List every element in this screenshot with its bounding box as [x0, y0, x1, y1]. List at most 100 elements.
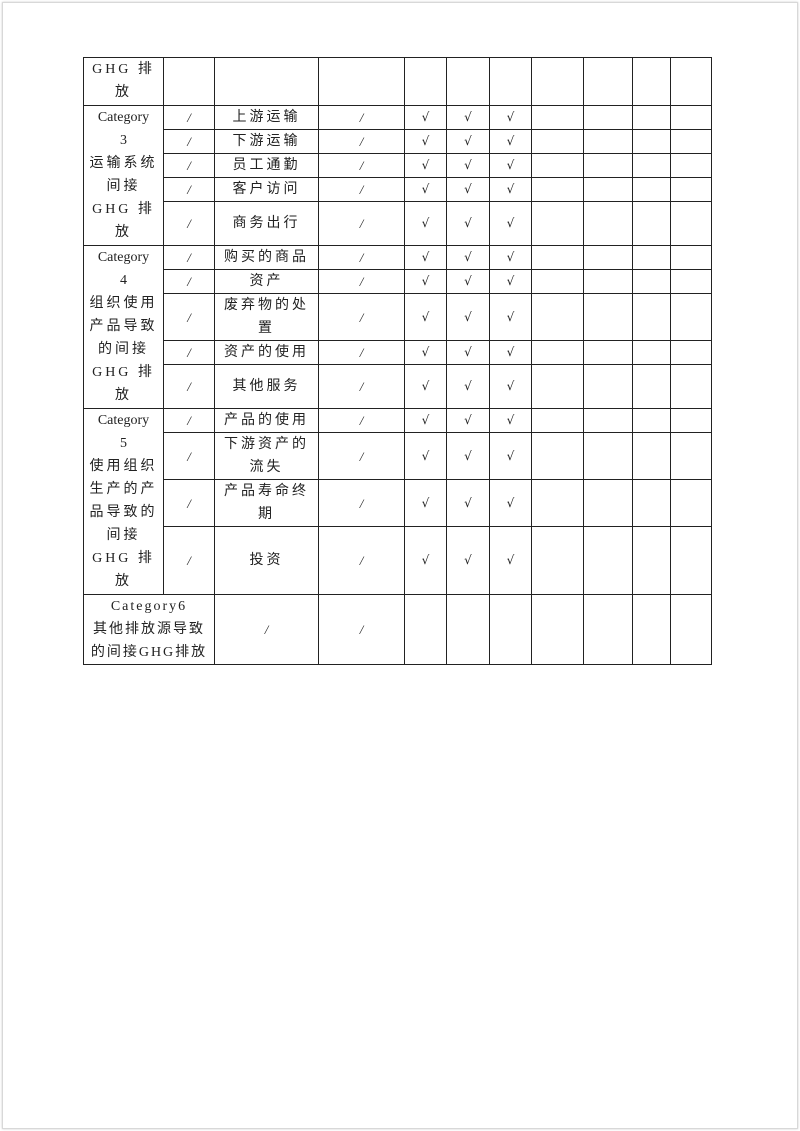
empty-cell	[583, 479, 633, 527]
scope-cell-text: /	[187, 413, 191, 428]
check-cell-text: √	[421, 182, 430, 196]
empty-cell	[531, 526, 584, 595]
check-cell-text: √	[464, 379, 472, 393]
emission-source-cell: 购买的商品	[214, 245, 319, 270]
check-cell-text: √	[421, 345, 430, 359]
check-cell-text: √	[464, 216, 472, 230]
check-cell-text: √	[464, 274, 472, 288]
check-cell: √	[404, 129, 447, 154]
method-cell: /	[318, 201, 405, 246]
check-cell: √	[489, 153, 532, 178]
method-cell-text: /	[359, 110, 364, 125]
table-row: Category 5 使用组织 生产的产 品导致的 间接 GHG 排放 / 产品的使用 / √ √ √	[83, 408, 712, 595]
category-label-line: 放	[115, 574, 132, 589]
category-label-line: 的间接	[98, 342, 149, 357]
check-cell-text: √	[464, 495, 472, 510]
scope-cell-text: /	[187, 309, 191, 325]
check-cell: √	[446, 432, 490, 480]
empty-cell	[531, 594, 584, 665]
check-cell-text: √	[506, 448, 515, 463]
check-cell: √	[404, 293, 447, 341]
check-cell-text: √	[506, 413, 515, 427]
scope-cell: /	[163, 364, 215, 409]
emission-source-cell	[214, 57, 319, 106]
check-cell-text: √	[506, 250, 515, 264]
table-row: Category 4 组织使用 产品导致 的间接 GHG 排放 / 购买的商品 / √ √ √	[83, 245, 712, 409]
check-cell: √	[446, 340, 490, 365]
method-cell-text: /	[359, 250, 364, 265]
emission-source-cell-text: 产品寿命终期	[224, 484, 309, 522]
emission-source-cell: 下游运输	[214, 129, 319, 154]
scope-cell-text: /	[187, 448, 191, 464]
table-row: Category 3 运输系统 间接 GHG 排放 / 上游运输 / √ √ √	[83, 105, 712, 246]
method-cell-text: /	[359, 309, 364, 325]
category-label-line: GHG 排	[92, 62, 155, 77]
check-cell: √	[489, 105, 532, 130]
empty-cell	[583, 245, 633, 270]
method-cell-text: /	[359, 413, 364, 428]
table-row: / 其他服务 / √ √ √	[84, 364, 712, 409]
scope-cell-text: /	[187, 110, 191, 125]
scope-cell-text: /	[187, 345, 191, 360]
check-cell	[446, 57, 490, 106]
scope-cell-text: /	[187, 274, 191, 289]
method-cell-text: /	[359, 216, 364, 231]
method-cell: /	[318, 408, 405, 433]
check-cell-text: √	[421, 216, 430, 230]
method-cell: /	[318, 293, 405, 341]
table-row: / 废弃物的处置 / √ √ √	[84, 293, 712, 341]
check-cell-text: √	[421, 158, 430, 172]
empty-cell	[531, 177, 584, 202]
emission-source-cell: 上游运输	[214, 105, 319, 130]
check-cell-text: √	[464, 250, 472, 264]
empty-cell	[632, 153, 671, 178]
empty-cell	[531, 153, 584, 178]
empty-cell	[531, 245, 584, 270]
empty-cell	[531, 408, 584, 433]
category-cell: Category6 其他排放源导致 的间接GHG排放	[83, 594, 215, 665]
check-cell: √	[446, 364, 490, 409]
empty-cell	[531, 105, 584, 130]
empty-cell	[632, 364, 671, 409]
category-cell: GHG 排放	[83, 57, 164, 106]
empty-cell	[670, 153, 712, 178]
empty-cell	[632, 269, 671, 294]
emission-source-cell: 员工通勤	[214, 153, 319, 178]
table-row: / 产品寿命终期 / √ √ √	[84, 479, 712, 527]
empty-cell	[632, 479, 671, 527]
check-cell-text: √	[464, 345, 472, 359]
check-cell: √	[404, 105, 447, 130]
check-cell: √	[489, 526, 532, 595]
method-cell-text: /	[359, 345, 364, 360]
check-cell: √	[404, 245, 447, 270]
check-cell: √	[404, 479, 447, 527]
check-cell-text: √	[421, 110, 430, 124]
scope-cell: /	[163, 432, 215, 480]
category-cell: Category 3 运输系统 间接 GHG 排放	[83, 105, 164, 246]
empty-cell	[632, 201, 671, 246]
category-label-line: 间接	[106, 528, 141, 543]
category-cell: Category 4 组织使用 产品导致 的间接 GHG 排放	[83, 245, 164, 409]
empty-cell	[670, 340, 712, 365]
empty-cell	[670, 269, 712, 294]
check-cell: √	[489, 269, 532, 294]
empty-cell	[632, 340, 671, 365]
emission-source-cell-text: 上游运输	[232, 110, 301, 125]
method-cell: /	[318, 105, 405, 130]
empty-cell	[583, 364, 633, 409]
check-cell-text: √	[506, 216, 515, 230]
table-row: / 商务出行 / √ √ √	[84, 201, 712, 246]
empty-cell	[670, 245, 712, 270]
empty-cell	[531, 57, 584, 106]
empty-cell	[531, 432, 584, 480]
empty-cell	[632, 432, 671, 480]
empty-cell	[531, 340, 584, 365]
empty-cell	[531, 479, 584, 527]
empty-cell	[583, 526, 633, 595]
check-cell-text: √	[464, 134, 472, 148]
scope-cell: /	[163, 153, 215, 178]
check-cell: √	[446, 408, 490, 433]
method-cell: /	[318, 432, 405, 480]
table-row: / 客户访问 / √ √ √	[84, 177, 712, 202]
table-row: / 资产的使用 / √ √ √	[84, 340, 712, 365]
